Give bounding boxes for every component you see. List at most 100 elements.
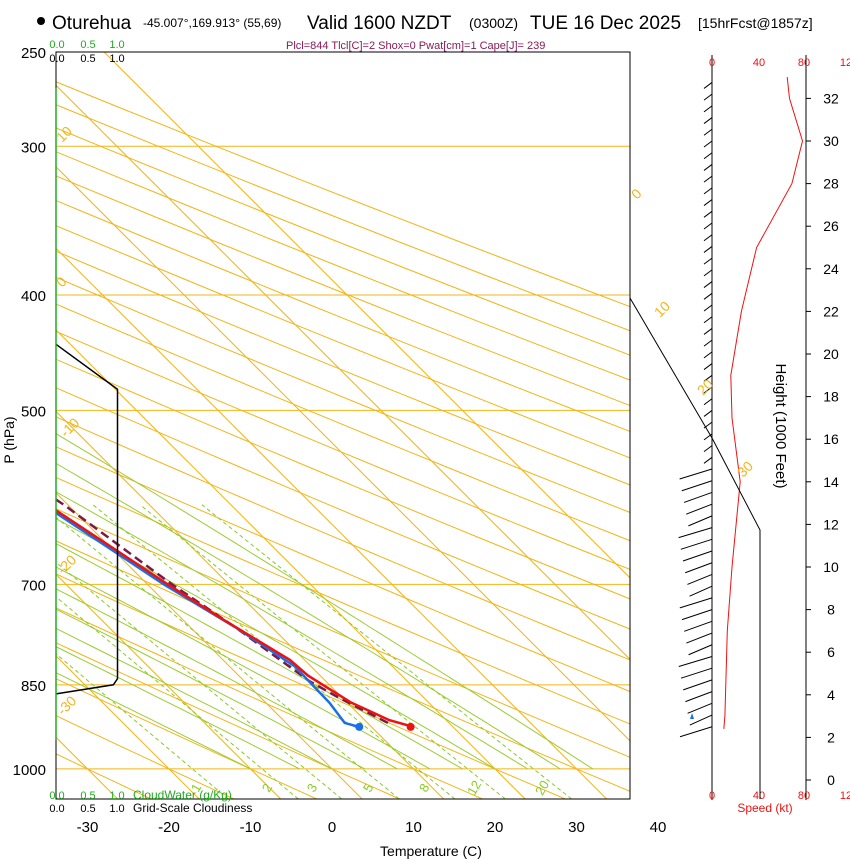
temperature-line xyxy=(56,508,410,728)
mixing-ratio-line xyxy=(201,504,572,799)
moist-adiabat-line xyxy=(56,672,251,770)
forecast-hour: [15hrFcst@1857z] xyxy=(698,15,813,31)
cloud-water-tick-bottom: 0.0 xyxy=(49,790,64,802)
speed-tick-top: 80 xyxy=(798,57,810,69)
temperature-tick-label: -20 xyxy=(158,819,180,836)
wind-barb xyxy=(679,468,713,480)
pressure-tick-label: 300 xyxy=(21,139,46,156)
height-tick-label: 28 xyxy=(823,176,839,192)
speed-tick-bottom: 40 xyxy=(753,790,765,802)
dry-adiabat-line xyxy=(56,225,630,459)
wind-barb xyxy=(703,164,713,171)
mixing-ratio-label: 20 xyxy=(532,778,552,798)
wind-barb xyxy=(703,152,713,160)
wind-barb xyxy=(681,609,713,621)
pressure-tick-label: 1000 xyxy=(13,762,46,779)
mixing-ratio-label: 8 xyxy=(416,781,433,795)
wind-barb xyxy=(685,691,713,703)
height-tick-label: 6 xyxy=(827,644,835,660)
height-tick-label: 4 xyxy=(827,687,835,703)
panel-connector-line xyxy=(629,297,713,439)
forecast-date: TUE 16 Dec 2025 xyxy=(530,13,681,34)
speed-tick-bottom: 80 xyxy=(798,790,810,802)
wind-barb xyxy=(703,316,713,324)
height-tick-label: 20 xyxy=(823,346,839,362)
utc-time: (0300Z) xyxy=(469,15,518,31)
wind-barb xyxy=(703,374,713,382)
moist-adiabat-line xyxy=(56,462,561,770)
cloudiness-tick-bottom: 0.5 xyxy=(80,803,95,815)
cloudiness-tick-bottom: 1.0 xyxy=(109,803,124,815)
temperature-tick-label: -10 xyxy=(240,819,262,836)
wind-barb xyxy=(703,128,713,136)
moist-adiabat-line xyxy=(56,646,300,770)
wind-barb xyxy=(703,304,713,312)
height-tick-label: 14 xyxy=(823,474,839,490)
wind-barb xyxy=(703,363,713,370)
moist-adiabat-line xyxy=(56,433,594,770)
wind-barb xyxy=(703,199,713,206)
wind-barb xyxy=(684,620,713,632)
height-tick-label: 22 xyxy=(823,303,839,319)
isotherm-label: 10 xyxy=(651,298,673,320)
isotherm-line xyxy=(56,410,444,799)
speed-tick-bottom: 12 xyxy=(840,790,850,802)
wind-barb xyxy=(688,515,713,527)
valid-time: Valid 1600 NZDT xyxy=(307,13,452,34)
isotherm-label: -20 xyxy=(54,551,80,577)
dry-adiabat-line xyxy=(56,508,630,758)
wind-barb xyxy=(703,398,713,406)
pressure-tick-label: 700 xyxy=(21,577,46,594)
parcel-path-line xyxy=(56,498,389,725)
height-axis-title: Height (1000 Feet) xyxy=(772,363,789,488)
wind-barb xyxy=(703,187,713,195)
temperature-tick-label: 20 xyxy=(487,819,504,836)
temperature-tick-label: 10 xyxy=(405,819,422,836)
wind-barb xyxy=(703,421,713,429)
station-marker-icon xyxy=(37,17,45,25)
x-axis-title: Temperature (C) xyxy=(380,843,482,859)
station-coords: -45.007°,169.913° (55,69) xyxy=(143,16,281,30)
wind-barb xyxy=(703,269,713,277)
dry-adiabat-line xyxy=(56,81,630,308)
dewpoint-line xyxy=(56,511,360,729)
wind-barb xyxy=(686,503,713,515)
wind-barb xyxy=(703,246,713,253)
isotherm-line xyxy=(103,52,630,579)
wind-barb xyxy=(683,679,713,691)
wind-barb xyxy=(703,140,713,148)
wind-barb xyxy=(689,585,713,597)
mixing-ratio-label: 2 xyxy=(259,781,276,795)
wind-barb xyxy=(678,655,713,667)
height-tick-label: 16 xyxy=(823,431,839,447)
sounding-params: Plcl=844 Tlcl[C]=2 Shox=0 Pwat[cm]=1 Cap… xyxy=(286,40,545,52)
temperature-tick-label: 40 xyxy=(650,819,667,836)
wind-barb xyxy=(703,210,713,218)
isotherm-line xyxy=(56,247,607,799)
isotherm-label: -30 xyxy=(54,692,80,718)
dry-adiabat-line xyxy=(56,199,630,432)
wind-barb xyxy=(703,445,713,452)
pressure-tick-label: 500 xyxy=(21,403,46,420)
wind-barb xyxy=(686,632,713,644)
wind-barb xyxy=(703,222,713,230)
dry-adiabat-line xyxy=(56,358,630,600)
wind-barb xyxy=(703,292,713,300)
dry-adiabat-line xyxy=(56,540,630,792)
wind-barb xyxy=(703,234,713,242)
wind-barb xyxy=(703,82,713,89)
dry-adiabat-line xyxy=(56,387,630,630)
temperature-tick-label: -30 xyxy=(77,819,99,836)
cloudiness-tick-top: 0.5 xyxy=(80,53,95,65)
height-tick-label: 32 xyxy=(823,90,839,106)
wind-barb xyxy=(685,562,713,574)
cloud-water-tick-top: 1.0 xyxy=(109,39,124,51)
cloud-water-tick-bottom: 0.5 xyxy=(80,790,95,802)
isotherm-line xyxy=(56,573,281,799)
mixing-ratio-line xyxy=(56,561,343,799)
wind-barb xyxy=(678,527,713,539)
height-tick-label: 0 xyxy=(827,772,835,788)
cloudiness-tick-top: 1.0 xyxy=(109,53,124,65)
